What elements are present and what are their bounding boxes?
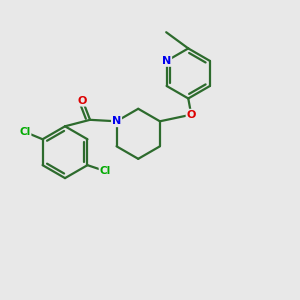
Text: N: N	[162, 56, 171, 66]
Text: Cl: Cl	[100, 166, 111, 176]
Text: O: O	[78, 96, 87, 106]
Text: O: O	[187, 110, 196, 120]
Text: N: N	[112, 116, 121, 126]
Text: Cl: Cl	[19, 127, 31, 137]
